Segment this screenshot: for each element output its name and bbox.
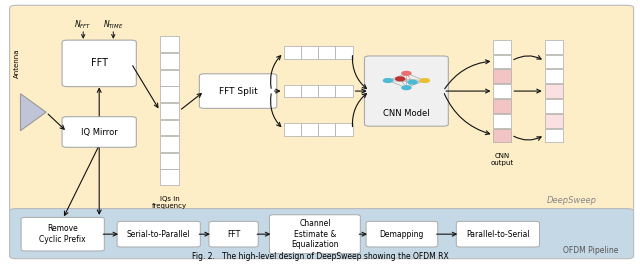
- Bar: [318, 46, 335, 59]
- Circle shape: [396, 77, 404, 81]
- FancyArrowPatch shape: [353, 94, 367, 127]
- Circle shape: [383, 79, 392, 82]
- Text: IQs in
frequency: IQs in frequency: [152, 196, 187, 209]
- Circle shape: [402, 72, 411, 75]
- Bar: [335, 123, 353, 136]
- Bar: [335, 85, 353, 97]
- Text: Fig. 2.   The high-level design of DeepSweep showing the OFDM RX: Fig. 2. The high-level design of DeepSwe…: [191, 252, 449, 261]
- Bar: [545, 55, 563, 68]
- Bar: [160, 120, 179, 135]
- Bar: [493, 129, 511, 142]
- Bar: [160, 86, 179, 102]
- FancyArrowPatch shape: [445, 60, 490, 89]
- Bar: [493, 40, 511, 54]
- FancyBboxPatch shape: [62, 117, 136, 147]
- Text: FFT Split: FFT Split: [219, 87, 257, 96]
- Text: FFT: FFT: [91, 58, 108, 68]
- Bar: [545, 84, 563, 98]
- Bar: [301, 85, 318, 97]
- Bar: [318, 123, 335, 136]
- Polygon shape: [20, 94, 46, 131]
- FancyArrowPatch shape: [353, 55, 367, 88]
- Bar: [160, 153, 179, 169]
- Circle shape: [402, 86, 411, 89]
- Text: $N_{FFT}$: $N_{FFT}$: [74, 19, 92, 31]
- Text: DeepSweep: DeepSweep: [547, 196, 597, 205]
- Bar: [160, 53, 179, 69]
- Bar: [160, 103, 179, 119]
- FancyBboxPatch shape: [10, 209, 634, 259]
- Bar: [160, 169, 179, 185]
- FancyArrowPatch shape: [271, 94, 281, 126]
- Circle shape: [420, 79, 429, 82]
- FancyArrowPatch shape: [514, 136, 541, 140]
- Text: Demapping: Demapping: [380, 230, 424, 239]
- Bar: [493, 114, 511, 128]
- Bar: [160, 36, 179, 52]
- FancyBboxPatch shape: [21, 218, 104, 251]
- FancyBboxPatch shape: [117, 221, 200, 247]
- FancyBboxPatch shape: [209, 221, 259, 247]
- FancyBboxPatch shape: [456, 221, 540, 247]
- Bar: [493, 84, 511, 98]
- FancyArrowPatch shape: [514, 55, 541, 60]
- Bar: [493, 55, 511, 68]
- Bar: [545, 129, 563, 142]
- Bar: [301, 123, 318, 136]
- Text: Channel
Estimate &
Equalization: Channel Estimate & Equalization: [291, 219, 339, 249]
- Bar: [284, 85, 301, 97]
- Bar: [284, 123, 301, 136]
- Bar: [301, 46, 318, 59]
- Text: Parallel-to-Serial: Parallel-to-Serial: [466, 230, 530, 239]
- Text: CNN Model: CNN Model: [383, 109, 429, 118]
- Text: OFDM Pipeline: OFDM Pipeline: [563, 246, 618, 255]
- Bar: [160, 70, 179, 86]
- FancyBboxPatch shape: [62, 40, 136, 87]
- Bar: [493, 69, 511, 83]
- Bar: [545, 40, 563, 54]
- Bar: [160, 136, 179, 152]
- FancyBboxPatch shape: [10, 5, 634, 213]
- Text: IQ Mirror: IQ Mirror: [81, 128, 118, 136]
- Bar: [545, 114, 563, 128]
- Text: FFT: FFT: [227, 230, 240, 239]
- Text: Serial-to-Parallel: Serial-to-Parallel: [127, 230, 191, 239]
- Bar: [545, 99, 563, 113]
- Circle shape: [408, 80, 417, 84]
- Text: Remove
Cyclic Prefix: Remove Cyclic Prefix: [40, 224, 86, 244]
- Text: $N_{TIME}$: $N_{TIME}$: [103, 19, 124, 31]
- FancyBboxPatch shape: [365, 56, 448, 126]
- FancyBboxPatch shape: [269, 215, 360, 253]
- Bar: [493, 99, 511, 113]
- Text: CNN
output: CNN output: [491, 153, 514, 166]
- Bar: [318, 85, 335, 97]
- Bar: [335, 46, 353, 59]
- Bar: [284, 46, 301, 59]
- FancyArrowPatch shape: [271, 56, 281, 88]
- Text: Antenna: Antenna: [14, 48, 20, 78]
- FancyBboxPatch shape: [366, 221, 438, 247]
- FancyArrowPatch shape: [444, 94, 490, 135]
- Bar: [545, 69, 563, 83]
- FancyBboxPatch shape: [200, 74, 277, 108]
